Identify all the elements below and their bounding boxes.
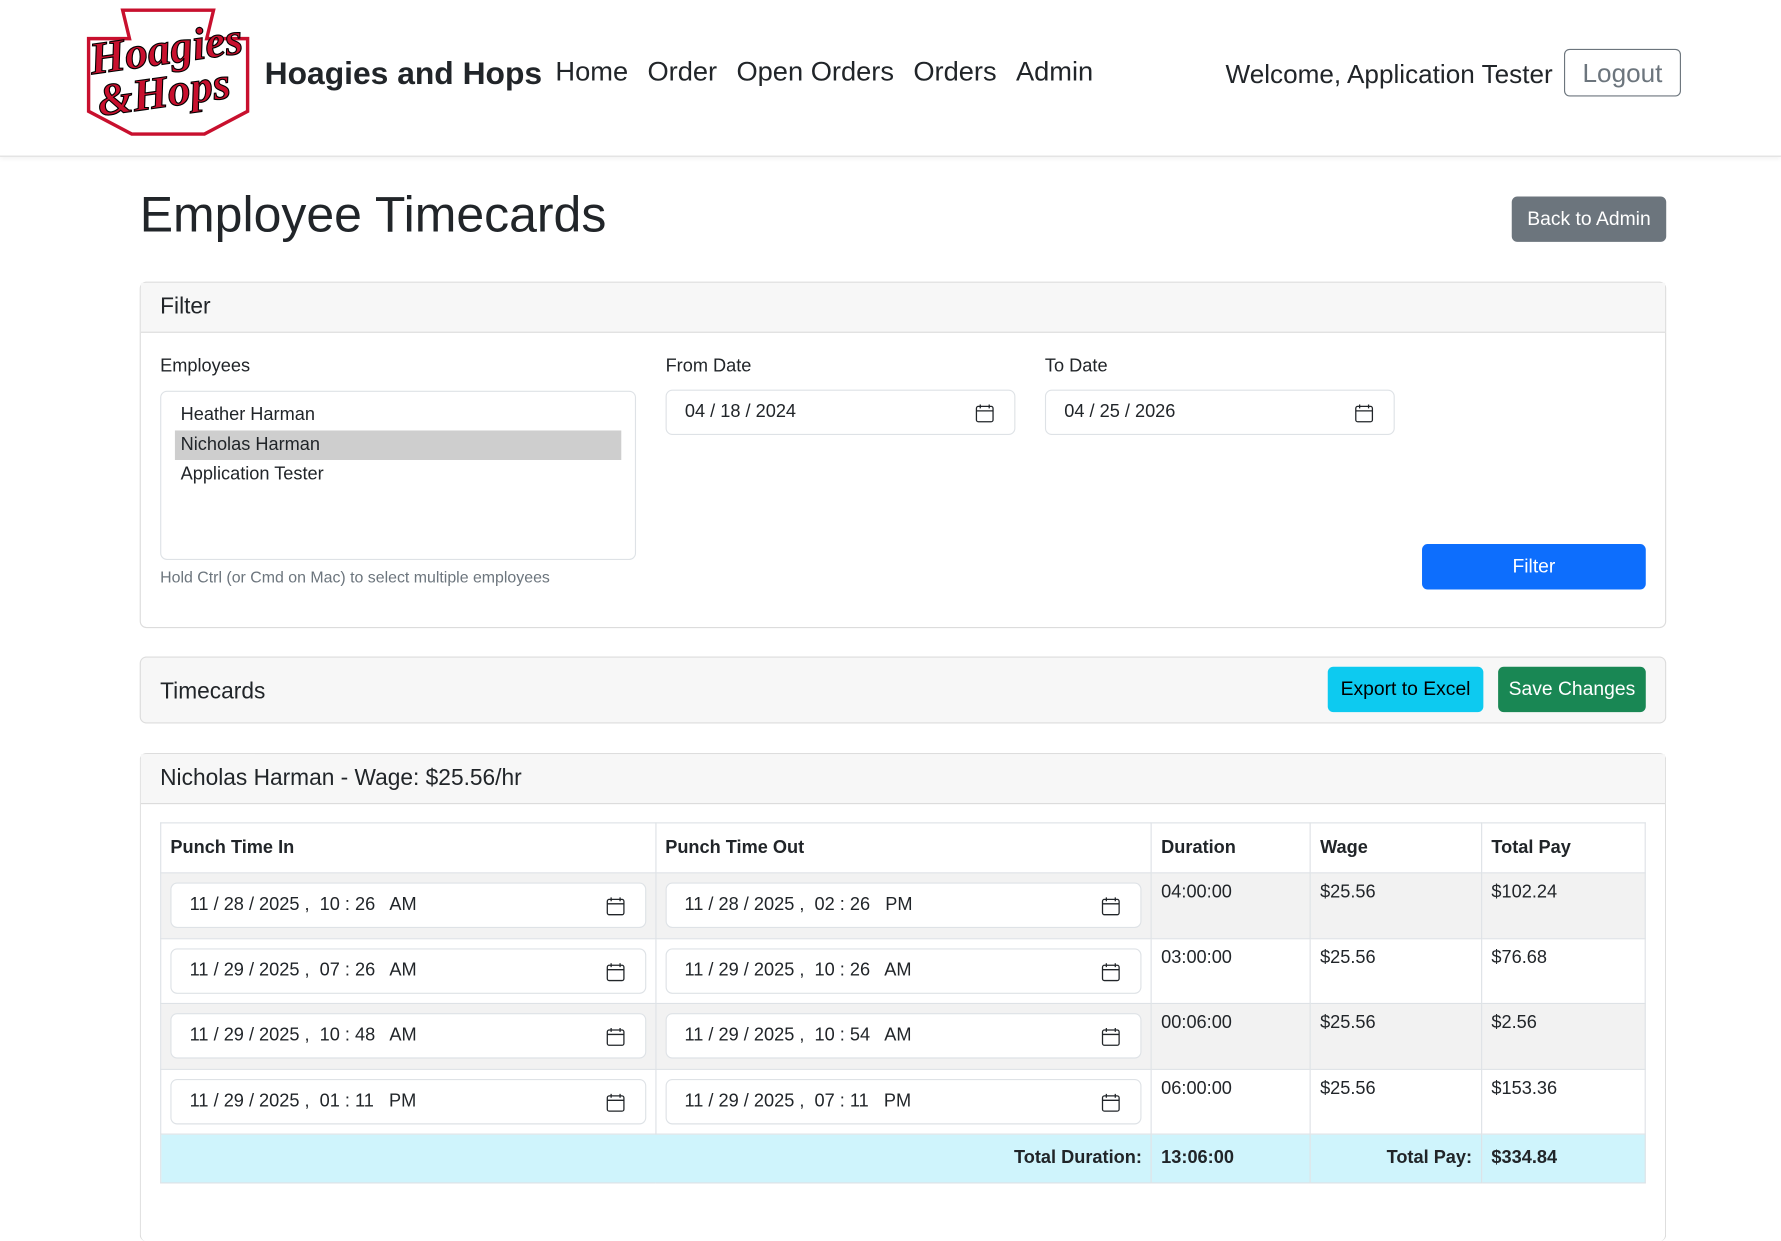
logout-button[interactable]: Logout [1563,48,1681,97]
footer-label: Total Duration: [160,1133,1153,1184]
card-header: Timecards [160,679,266,705]
datetime-input[interactable]: 11 / 28 / 2025 , 10 : 26 AM [170,882,646,928]
column-header: Punch Time In [160,822,657,874]
table-row: 11 / 29 / 2025 , 10 : 48 AM 11 / 29 / 202… [160,1002,1646,1070]
datetime-value: 11 / 28 / 2025 , 02 : 26 PM [684,895,913,915]
timecard-table: Punch Time In Punch Time Out Duration Wage T… [160,822,1646,1184]
calendar-icon [606,962,625,981]
page-title: Employee Timecards [139,187,607,244]
footer-label: Total Pay: [1309,1133,1483,1184]
column-header: Wage [1309,822,1483,874]
table-row: 11 / 28 / 2025 , 10 : 26 AM 11 / 28 / 202… [160,872,1646,939]
column-header: Total Pay [1481,822,1646,874]
navbar: Hoagies &Hops Hoagies and Hops Home Orde… [0,0,1781,157]
datetime-value: 11 / 29 / 2025 , 10 : 48 AM [189,1025,417,1045]
label: From Date [665,356,752,376]
total-pay: $334.84 [1481,1133,1646,1184]
employee-option[interactable]: Heather Harman [180,405,315,425]
datetime-input[interactable]: 11 / 28 / 2025 , 02 : 26 PM [665,882,1142,928]
cell: $153.36 [1481,1068,1646,1135]
punch-cell: 11 / 29 / 2025 , 07 : 26 AM [160,937,657,1005]
label: Employees [160,356,251,376]
employee-select[interactable]: Heather Harman Nicholas Harman Application… [160,390,637,560]
welcome: Welcome, Application Tester [1225,59,1553,89]
calendar-icon [1355,404,1374,423]
filter-card: Filter Employees Heather Harman Nicholas … [139,281,1667,629]
datetime-input[interactable]: 11 / 29 / 2025 , 01 : 11 PM [170,1078,646,1124]
label: To Date [1044,356,1108,376]
date-input[interactable]: 04 / 25 / 2026 [1044,389,1395,436]
date-value: 04 / 25 / 2026 [1064,402,1176,422]
card-header: Nicholas Harman - Wage: $25.56/hr [140,754,1666,805]
header-row: Punch Time In Punch Time Out Duration Wage T… [160,822,1646,874]
calendar-icon [1102,897,1121,916]
punch-cell: 11 / 28 / 2025 , 02 : 26 PM [654,872,1153,939]
cell: $2.56 [1481,1002,1646,1070]
nav-links: Home Order Open Orders Orders Admin [555,57,1093,89]
cell: $25.56 [1309,1068,1483,1135]
punch-cell: 11 / 29 / 2025 , 10 : 26 AM [654,937,1153,1005]
column-header: Punch Time Out [654,822,1153,874]
datetime-input[interactable]: 11 / 29 / 2025 , 07 : 26 AM [170,947,646,994]
save-button[interactable]: Save Changes [1498,666,1646,713]
nav-link[interactable]: Admin [1015,56,1094,88]
calendar-icon [606,1028,625,1046]
datetime-value: 11 / 29 / 2025 , 01 : 11 PM [189,1090,417,1111]
datetime-input[interactable]: 11 / 29 / 2025 , 10 : 48 AM [170,1013,646,1059]
datetime-value: 11 / 29 / 2025 , 10 : 26 AM [684,960,912,980]
footer-row: Total Duration: 13:06:00 Total Pay: $334… [160,1133,1646,1184]
datetime-value: 11 / 29 / 2025 , 07 : 26 AM [189,960,417,980]
cell: 03:00:00 [1150,937,1311,1005]
punch-cell: 11 / 29 / 2025 , 10 : 48 AM [160,1002,657,1070]
logo[interactable]: Hoagies &Hops [77,7,256,139]
date-input[interactable]: 04 / 18 / 2024 [665,389,1016,436]
employee-card: Nicholas Harman - Wage: $25.56/hr Punch … [139,753,1667,1241]
total-duration: 13:06:00 [1150,1133,1311,1184]
cell: $25.56 [1309,872,1483,939]
filter-button[interactable]: Filter [1422,544,1646,590]
punch-cell: 11 / 28 / 2025 , 10 : 26 AM [160,872,657,939]
table-row: 11 / 29 / 2025 , 01 : 11 PM 11 / 29 / 202… [160,1068,1646,1135]
cell: 04:00:00 [1150,872,1311,939]
datetime-value: 11 / 28 / 2025 , 10 : 26 AM [189,895,417,915]
nav-link[interactable]: Home [555,56,629,88]
nav-link[interactable]: Open Orders [736,56,895,88]
cell: $76.68 [1481,937,1646,1005]
calendar-icon [606,897,625,916]
datetime-input[interactable]: 11 / 29 / 2025 , 10 : 26 AM [665,947,1142,994]
brand[interactable]: Hoagies and Hops [264,55,543,91]
calendar-icon [1102,962,1121,981]
export-button[interactable]: Export to Excel [1327,666,1484,713]
date-value: 04 / 18 / 2024 [684,402,797,422]
punch-cell: 11 / 29 / 2025 , 10 : 54 AM [654,1002,1153,1070]
cell: 00:06:00 [1150,1002,1311,1070]
nav-link[interactable]: Orders [913,56,997,88]
calendar-icon [606,1093,625,1112]
calendar-icon [975,404,994,423]
column-header: Duration [1150,822,1311,874]
employee-option[interactable]: Application Tester [180,464,324,484]
calendar-icon [1102,1028,1121,1046]
cell: $102.24 [1481,872,1646,939]
datetime-input[interactable]: 11 / 29 / 2025 , 07 : 11 PM [665,1078,1142,1124]
datetime-input[interactable]: 11 / 29 / 2025 , 10 : 54 AM [665,1013,1142,1059]
back-button[interactable]: Back to Admin [1511,196,1667,242]
employee-option[interactable]: Nicholas Harman [174,430,622,460]
cell: $25.56 [1309,1002,1483,1070]
datetime-value: 11 / 29 / 2025 , 10 : 54 AM [684,1025,912,1045]
datetime-value: 11 / 29 / 2025 , 07 : 11 PM [684,1090,912,1111]
help-text: Hold Ctrl (or Cmd on Mac) to select mult… [160,567,550,587]
cell: 06:00:00 [1150,1068,1311,1135]
nav-link[interactable]: Order [647,56,718,88]
card-header: Filter [140,282,1666,333]
cell: $25.56 [1309,937,1483,1005]
punch-cell: 11 / 29 / 2025 , 01 : 11 PM [160,1068,657,1135]
calendar-icon [1102,1093,1121,1112]
punch-cell: 11 / 29 / 2025 , 07 : 11 PM [654,1068,1153,1135]
timecards-card: Timecards Export to Excel Save Changes [139,656,1667,724]
table-row: 11 / 29 / 2025 , 07 : 26 AM 11 / 29 / 202… [160,937,1646,1005]
